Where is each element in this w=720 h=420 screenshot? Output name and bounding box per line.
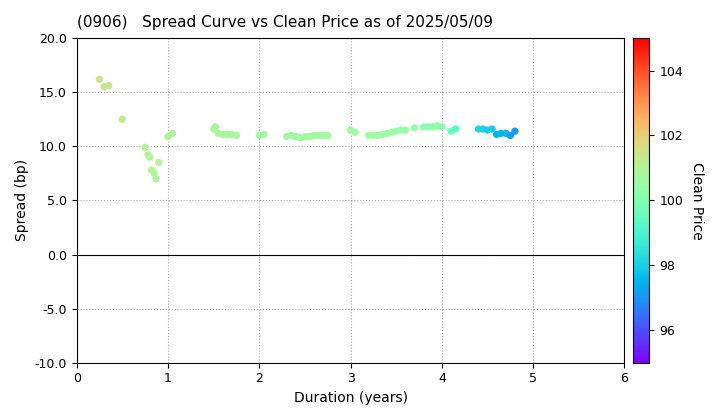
Point [423, 123, 434, 130]
Point [390, 128, 402, 134]
Point [409, 125, 420, 131]
Point [299, 133, 310, 140]
Point [294, 134, 306, 141]
Point [505, 132, 516, 139]
Point [212, 130, 224, 136]
Point [258, 131, 269, 138]
Point [322, 132, 333, 139]
Point [208, 126, 220, 132]
Point [148, 170, 160, 177]
Point [400, 127, 411, 134]
Point [427, 123, 438, 130]
Point [150, 176, 162, 182]
Point [395, 127, 407, 134]
Y-axis label: Clean Price: Clean Price [690, 162, 704, 239]
Point [290, 133, 302, 140]
Point [386, 129, 397, 136]
Point [230, 132, 242, 139]
Point [472, 126, 484, 132]
Point [285, 132, 297, 139]
Point [318, 132, 329, 139]
Point [167, 130, 179, 136]
Point [308, 132, 320, 139]
Point [372, 132, 384, 139]
Point [445, 128, 456, 134]
Point [144, 154, 156, 160]
Point [345, 127, 356, 134]
Point [349, 129, 361, 136]
X-axis label: Duration (years): Duration (years) [294, 391, 408, 405]
Point [103, 82, 114, 89]
Y-axis label: Spread (bp): Spread (bp) [15, 159, 29, 242]
Point [281, 133, 292, 140]
Point [431, 122, 443, 129]
Point [217, 131, 228, 138]
Point [226, 131, 238, 138]
Point [145, 167, 157, 173]
Point [486, 126, 498, 132]
Point [495, 130, 507, 136]
Point [99, 84, 110, 90]
Point [382, 130, 393, 136]
Point [477, 126, 489, 132]
Point [363, 132, 374, 139]
Point [162, 133, 174, 140]
Point [313, 132, 325, 139]
Point [94, 76, 105, 83]
Point [117, 116, 128, 123]
Point [418, 123, 429, 130]
Point [153, 159, 165, 166]
Point [140, 144, 151, 151]
Point [482, 127, 493, 134]
Point [368, 132, 379, 139]
Point [500, 130, 511, 136]
Point [436, 123, 448, 130]
Point [304, 133, 315, 140]
Point [210, 123, 221, 130]
Point [142, 152, 153, 158]
Point [253, 132, 265, 139]
Point [509, 128, 521, 134]
Point [450, 126, 462, 132]
Point [222, 131, 233, 138]
Point [377, 131, 388, 138]
Text: (0906)   Spread Curve vs Clean Price as of 2025/05/09: (0906) Spread Curve vs Clean Price as of… [76, 15, 492, 30]
Point [491, 131, 503, 138]
